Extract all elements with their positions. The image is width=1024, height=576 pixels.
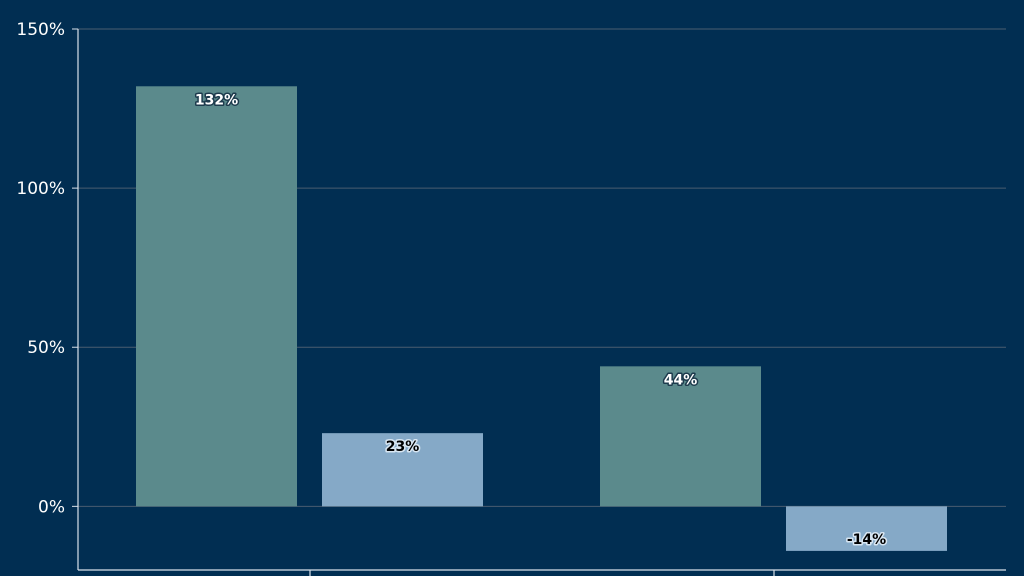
bar xyxy=(322,433,483,507)
bar xyxy=(786,506,947,551)
data-label: 132% xyxy=(195,92,238,108)
data-labels: 132% 44% 23% -14% xyxy=(193,91,887,550)
bar xyxy=(136,86,297,507)
bar xyxy=(600,366,761,507)
bars xyxy=(136,86,947,551)
y-tick-label: 100% xyxy=(16,179,65,199)
data-label: 44% xyxy=(664,372,698,388)
data-label: 23% xyxy=(386,439,420,455)
y-tick-label: 50% xyxy=(27,338,65,358)
data-label: -14% xyxy=(847,532,886,548)
y-tick-label: 150% xyxy=(16,20,65,40)
axes xyxy=(72,28,1006,576)
y-tick-label: 0% xyxy=(38,497,65,517)
y-tick-labels: 0% 50% 100% 150% xyxy=(16,20,65,517)
